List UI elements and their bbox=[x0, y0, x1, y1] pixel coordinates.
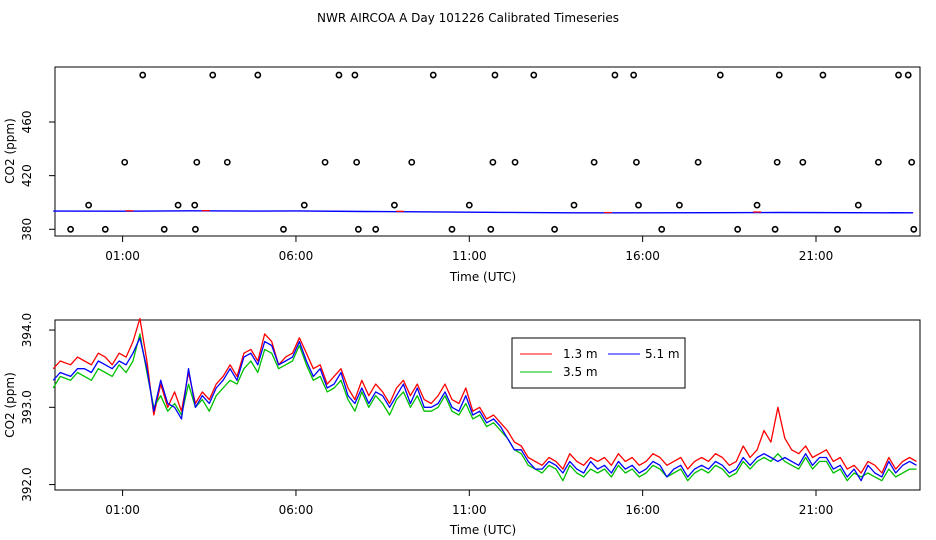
scatter-point bbox=[300, 201, 308, 209]
scatter-point bbox=[67, 225, 75, 233]
x-tick-label: 01:00 bbox=[105, 249, 140, 263]
scatter-point bbox=[85, 201, 93, 209]
series-line-1-3-m bbox=[52, 317, 917, 474]
scatter-point bbox=[611, 71, 619, 79]
scatter-point bbox=[635, 201, 642, 209]
scatter-point bbox=[694, 158, 702, 166]
top-plot-frame bbox=[54, 66, 921, 237]
scatter-point bbox=[874, 158, 882, 166]
scatter-point bbox=[511, 158, 519, 166]
x-tick-label: 01:00 bbox=[105, 503, 140, 517]
scatter-point bbox=[353, 158, 361, 166]
scatter-point bbox=[590, 158, 598, 166]
y-tick-label: 460 bbox=[20, 111, 34, 134]
top-x-axis-label: Time (UTC) bbox=[449, 270, 516, 284]
x-tick-label: 11:00 bbox=[452, 503, 487, 517]
legend-label-5-1m: 5.1 m bbox=[645, 347, 680, 361]
scatter-point bbox=[908, 158, 916, 166]
scatter-point bbox=[121, 158, 129, 166]
scatter-point bbox=[448, 225, 456, 233]
scatter-point bbox=[280, 225, 287, 233]
scatter-point bbox=[354, 225, 362, 233]
top-series-group bbox=[53, 71, 918, 233]
scatter-point bbox=[734, 225, 742, 233]
scatter-point bbox=[630, 71, 638, 79]
scatter-point bbox=[465, 201, 473, 209]
scatter-point bbox=[799, 158, 807, 166]
legend: 1.3 m 5.1 m 3.5 m bbox=[511, 337, 686, 389]
scatter-point bbox=[491, 71, 499, 79]
chart-title: NWR AIRCOA A Day 101226 Calibrated Times… bbox=[317, 11, 619, 25]
legend-label-1-3m: 1.3 m bbox=[563, 347, 598, 361]
scatter-point bbox=[895, 71, 902, 79]
x-tick-label: 06:00 bbox=[279, 503, 314, 517]
top-x-axis: 01:00 06:00 11:00 16:00 21:00 bbox=[105, 236, 833, 263]
bottom-x-axis-label: Time (UTC) bbox=[449, 523, 516, 537]
scatter-point bbox=[771, 225, 779, 233]
top-y-axis-label: CO2 (ppm) bbox=[3, 118, 17, 184]
scatter-point bbox=[321, 158, 329, 166]
scatter-point bbox=[372, 225, 380, 233]
bottom-x-axis: 01:00 06:00 11:00 16:00 21:00 bbox=[105, 490, 833, 517]
scatter-point bbox=[819, 71, 827, 79]
scatter-point bbox=[335, 71, 343, 79]
scatter-point bbox=[408, 158, 416, 166]
scatter-point bbox=[351, 71, 359, 79]
scatter-point bbox=[192, 225, 199, 233]
scatter-point bbox=[658, 225, 666, 233]
scatter-point bbox=[834, 225, 841, 233]
scatter-point bbox=[551, 225, 558, 233]
y-tick-label: 380 bbox=[20, 218, 34, 241]
x-tick-label: 11:00 bbox=[452, 249, 487, 263]
scatter-point bbox=[904, 71, 912, 79]
scatter-point bbox=[716, 71, 724, 79]
top-y-axis: 380 420 460 bbox=[20, 111, 55, 241]
scatter-point bbox=[530, 71, 538, 79]
x-tick-label: 16:00 bbox=[625, 249, 660, 263]
scatter-point bbox=[773, 158, 781, 166]
scatter-point bbox=[675, 201, 683, 209]
y-tick-label: 392.0 bbox=[20, 467, 34, 501]
scatter-point bbox=[854, 201, 862, 209]
scatter-point bbox=[775, 71, 783, 79]
x-tick-label: 21:00 bbox=[799, 503, 834, 517]
scatter-point bbox=[910, 225, 918, 233]
x-tick-label: 06:00 bbox=[279, 249, 314, 263]
x-tick-label: 16:00 bbox=[625, 503, 660, 517]
y-tick-label: 394.0 bbox=[20, 313, 34, 347]
scatter-point bbox=[160, 225, 168, 233]
top-panel: 01:00 06:00 11:00 16:00 21:00 380 420 460 Time… bbox=[3, 66, 921, 284]
x-tick-label: 21:00 bbox=[799, 249, 834, 263]
scatter-point bbox=[191, 201, 199, 209]
scatter-point bbox=[139, 71, 147, 79]
scatter-point bbox=[223, 158, 231, 166]
scatter-point bbox=[254, 71, 262, 79]
y-tick-label: 393.0 bbox=[20, 390, 34, 424]
bottom-panel: 01:00 06:00 11:00 16:00 21:00 392.0 393.0 394.… bbox=[3, 313, 921, 537]
top-series-line bbox=[53, 210, 914, 214]
scatter-point bbox=[489, 158, 497, 166]
scatter-point bbox=[101, 225, 109, 233]
bottom-y-axis-label: CO2 (ppm) bbox=[3, 372, 17, 438]
scatter-point bbox=[193, 158, 201, 166]
series-line-5-1-m bbox=[52, 337, 917, 482]
bottom-y-axis: 392.0 393.0 394.0 bbox=[20, 313, 55, 502]
scatter-point bbox=[209, 71, 217, 79]
scatter-point bbox=[429, 71, 437, 79]
scatter-point bbox=[753, 201, 761, 209]
legend-label-3-5m: 3.5 m bbox=[563, 365, 598, 379]
scatter-point bbox=[487, 225, 495, 233]
scatter-point bbox=[633, 158, 640, 166]
legend-box bbox=[511, 337, 686, 389]
scatter-point bbox=[570, 201, 578, 209]
y-tick-label: 420 bbox=[20, 164, 34, 187]
scatter-point bbox=[174, 201, 182, 209]
bottom-series-group bbox=[52, 317, 917, 482]
bottom-plot-frame bbox=[54, 319, 921, 491]
scatter-point bbox=[391, 201, 398, 209]
